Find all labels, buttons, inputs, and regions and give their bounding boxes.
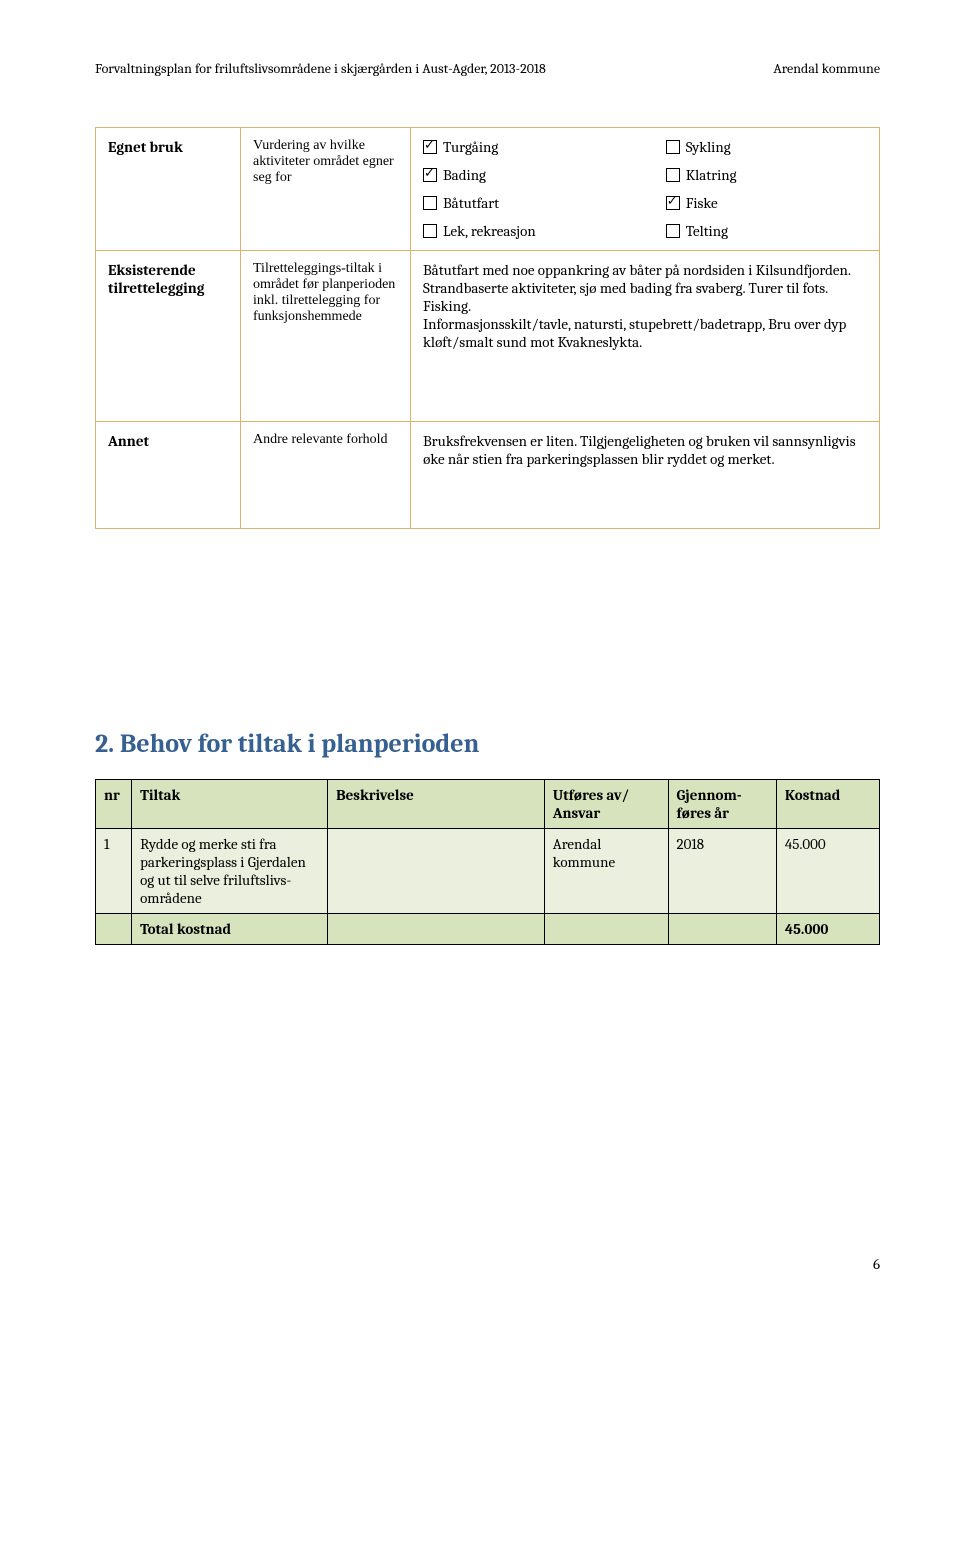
td-nr: 1 [96,829,132,914]
activity-col-2: Sykling Klatring Fiske Telting [666,138,737,240]
egnetbruk-activities: Turgåing Bading Båtutfart Lek, rekreasjo… [411,128,880,251]
td-total-value: 45.000 [776,914,879,945]
chk-label: Lek, rekreasjon [443,222,536,240]
chk-label: Fiske [686,194,718,212]
th-nr: nr [96,780,132,829]
annet-text: Bruksfrekvensen er liten. Tilgjengelighe… [411,422,880,529]
th-beskrivelse: Beskrivelse [328,780,545,829]
chk-batutfart: Båtutfart [423,194,536,212]
chk-bading: Bading [423,166,536,184]
eksisterende-para2: Informasjonsskilt/tavle, natursti, stupe… [423,315,867,351]
checkbox-icon [423,140,437,154]
header-left: Forvaltningsplan for friluftslivsområden… [95,60,546,77]
chk-lek: Lek, rekreasjon [423,222,536,240]
checkbox-icon [666,168,680,182]
checkbox-icon [423,224,437,238]
annet-para: Bruksfrekvensen er liten. Tilgjengelighe… [423,432,867,468]
eksisterende-para1: Båtutfart med noe oppankring av båter på… [423,261,867,315]
checkbox-icon [666,140,680,154]
attributes-table: Egnet bruk Vurdering av hvilke aktivitet… [95,127,880,529]
eksisterende-label: Eksisterende tilrettelegging [96,251,241,422]
td-total-b4 [668,914,776,945]
td-total-blank [96,914,132,945]
chk-turgaing: Turgåing [423,138,536,156]
section-title: 2. Behov for tiltak i planperioden [95,729,880,759]
chk-label: Klatring [686,166,737,184]
chk-label: Sykling [686,138,731,156]
th-kostnad: Kostnad [776,780,879,829]
chk-label: Båtutfart [443,194,499,212]
td-total-b3 [544,914,668,945]
td-total-label: Total kostnad [132,914,328,945]
chk-telting: Telting [666,222,737,240]
th-tiltak: Tiltak [132,780,328,829]
egnetbruk-mid: Vurdering av hvilke aktiviteter området … [241,128,411,251]
page-header: Forvaltningsplan for friluftslivsområden… [95,60,880,77]
checkbox-icon [666,196,680,210]
td-total-b2 [328,914,545,945]
td-kostnad: 45.000 [776,829,879,914]
chk-klatring: Klatring [666,166,737,184]
td-tiltak: Rydde og merke sti fra parkeringsplass i… [132,829,328,914]
page-number: 6 [95,1255,880,1273]
checkbox-icon [423,196,437,210]
th-utfores: Utføres av/ Ansvar [544,780,668,829]
checkbox-icon [423,168,437,182]
eksisterende-mid: Tilretteleggings-tiltak i området før pl… [241,251,411,422]
td-beskrivelse [328,829,545,914]
chk-sykling: Sykling [666,138,737,156]
td-utfores: Arendal kommune [544,829,668,914]
annet-label: Annet [96,422,241,529]
egnetbruk-label: Egnet bruk [96,128,241,251]
annet-mid: Andre relevante forhold [241,422,411,529]
chk-label: Turgåing [443,138,498,156]
activity-col-1: Turgåing Bading Båtutfart Lek, rekreasjo… [423,138,536,240]
th-gjennom: Gjennom-føres år [668,780,776,829]
chk-fiske: Fiske [666,194,737,212]
chk-label: Bading [443,166,486,184]
td-gjennom: 2018 [668,829,776,914]
chk-label: Telting [686,222,728,240]
eksisterende-text: Båtutfart med noe oppankring av båter på… [411,251,880,422]
checkbox-icon [666,224,680,238]
behov-table: nr Tiltak Beskrivelse Utføres av/ Ansvar… [95,779,880,945]
header-right: Arendal kommune [773,60,880,77]
